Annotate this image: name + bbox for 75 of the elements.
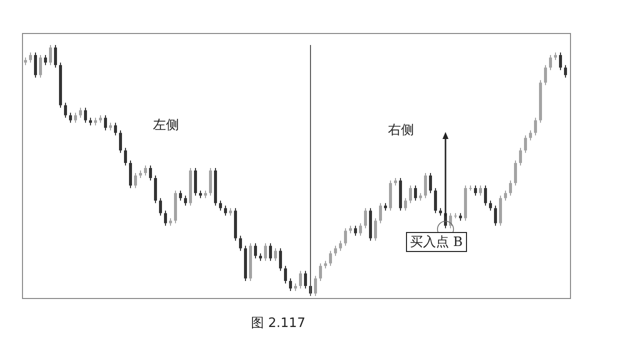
candlestick (224, 205, 227, 216)
candlestick (504, 190, 507, 202)
candlestick (374, 218, 377, 242)
candlestick (74, 112, 77, 124)
candlestick (29, 52, 32, 64)
candlestick (564, 64, 567, 78)
candlestick (559, 52, 562, 71)
candlestick (124, 147, 127, 166)
candlestick (519, 147, 522, 166)
candlestick (489, 200, 492, 212)
candlestick (44, 54, 47, 66)
candlestick (54, 45, 57, 68)
candlestick (84, 107, 87, 124)
candlestick (104, 114, 107, 131)
candlestick (409, 185, 412, 204)
candlestick (119, 130, 122, 154)
candlestick (544, 64, 547, 86)
candlestick (34, 52, 37, 78)
candlestick (64, 102, 67, 118)
candlestick (354, 225, 357, 236)
candlestick (269, 242, 272, 262)
candlestick (209, 167, 212, 196)
candlestick (284, 265, 287, 284)
candlestick (329, 250, 332, 266)
candlestick (239, 235, 242, 252)
candlestick (154, 175, 157, 204)
candlestick (524, 134, 527, 154)
annotation: 买入点 B (406, 232, 467, 252)
candlestick (434, 188, 437, 214)
candlestick (129, 160, 132, 189)
candlestick (289, 278, 292, 292)
candlestick (49, 45, 52, 66)
candlestick (194, 167, 197, 196)
caption: 图 2.117 (251, 314, 306, 332)
candlestick (479, 185, 482, 196)
candlestick (184, 195, 187, 206)
candlestick (299, 270, 302, 289)
candlestick (279, 248, 282, 272)
candlestick (414, 185, 417, 202)
annotation: 左侧 (153, 116, 179, 134)
candlestick (339, 240, 342, 252)
candlestick (39, 54, 42, 78)
candlestick (134, 172, 137, 189)
candlestick (164, 210, 167, 226)
candlestick (319, 262, 322, 282)
candlestick (379, 202, 382, 224)
candlestick (149, 164, 152, 182)
candlestick (79, 107, 82, 118)
candlestick (514, 160, 517, 186)
candlestick (484, 185, 487, 206)
candlestick (254, 242, 257, 259)
candlestick (534, 117, 537, 136)
candlestick (159, 198, 162, 216)
candlestick (334, 245, 337, 256)
candlestick (314, 275, 317, 296)
candlestick (474, 185, 477, 196)
candlestick (549, 54, 552, 71)
candlestick (264, 242, 267, 262)
candlestick (359, 222, 362, 236)
candlestick (429, 172, 432, 194)
candlestick (404, 198, 407, 212)
candlestick (179, 190, 182, 202)
candlestick (274, 248, 277, 262)
candlestick (114, 122, 117, 136)
candlestick (69, 112, 72, 124)
candlestick (364, 208, 367, 229)
candlestick (529, 130, 532, 141)
candlestick (219, 200, 222, 212)
candlestick (344, 228, 347, 246)
candlestick (494, 205, 497, 226)
annotation: 右侧 (388, 121, 414, 139)
candlestick (144, 164, 147, 176)
candlestick (509, 180, 512, 196)
candlestick (424, 172, 427, 199)
candlestick (304, 270, 307, 289)
